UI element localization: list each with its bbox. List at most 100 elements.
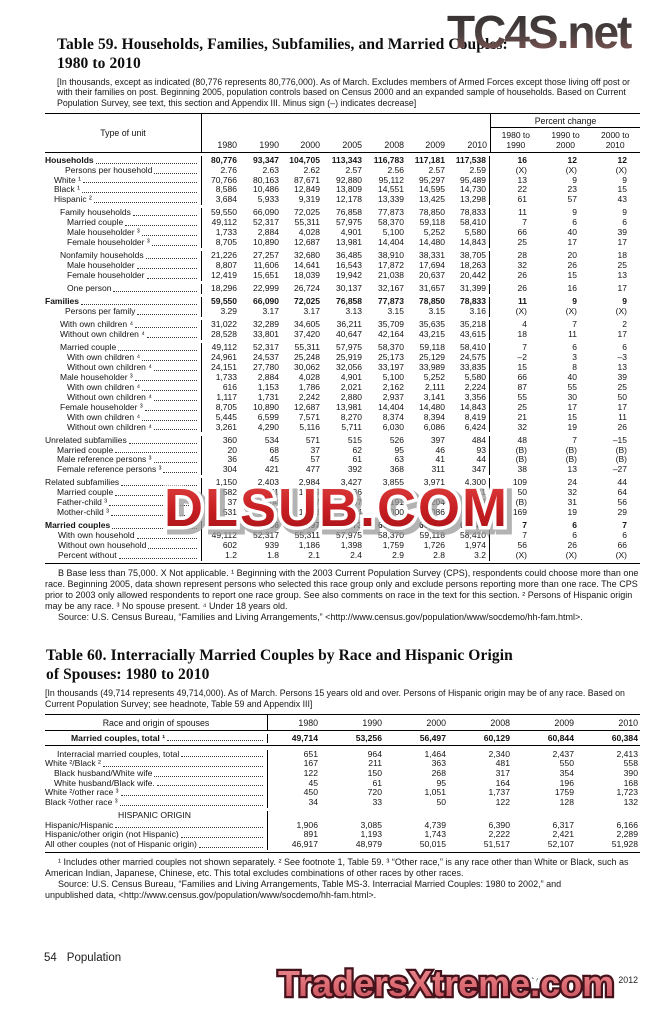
row-stub: Households [45,155,202,166]
percent-cell: 50 [617,391,627,402]
percent-cell: 15 [517,362,527,373]
value-cell: 20,637 [419,270,445,281]
table-row: Female householder ³ 8,705 10,890 12,687 13,… [45,237,640,249]
percent-cell: 43 [617,194,627,205]
table-row: Female reference persons ³ 304 421 477 392 36… [45,464,640,476]
percent-cell: 19 [567,421,577,432]
value-cell: 32,167 [378,283,404,294]
value-cell: 17,872 [378,260,404,271]
value-cell: 8,374 [382,411,404,422]
dotted-leader [121,478,197,487]
percent-cell: 7 [522,520,527,531]
value-cell: 3.15 [428,306,445,317]
value-cell: 3.2 [445,550,490,561]
percent-column-header: 2000 to 2010 [600,130,630,151]
table60: Race and origin of spouses 1980 1990 2000 20… [45,714,640,854]
row-stub: Unrelated subfamilies [45,435,202,446]
value-cell: 1,051 [424,787,446,798]
table-row: Hispanic ² 3,684 5,933 9,319 12,178 13,339 13,… [45,194,640,206]
table-row: HISPANIC ORIGIN [45,808,640,821]
dotted-leader [119,798,263,806]
value-cell: 58,370 [378,342,404,353]
value-cell: 137 [305,497,320,508]
percent-cell: (X) [615,306,627,317]
dotted-leader [167,734,263,742]
percent-cell: 9 [572,296,577,307]
percent-cell: 17 [617,283,627,294]
percent-cell: 55 [567,381,577,392]
dotted-leader [153,423,197,431]
value-cell: 59,373 [336,520,362,531]
value-cell: 481 [495,758,510,769]
value-cell: 2.59 [445,165,490,176]
section-header-label: HISPANIC ORIGIN [118,810,191,820]
dotted-leader [163,465,197,474]
row-stub: Percent without [45,550,202,561]
row-stub: Black ¹ [45,185,202,196]
value-cell: 168 [623,777,638,788]
value-cell: 6,317 [552,819,574,830]
value-cell: 4,300 [445,478,490,489]
percent-cell: (X) [515,306,527,317]
row-label: Married couple [67,218,124,228]
row-label: Related subfamilies [45,478,120,488]
percent-cell: 39 [617,371,627,382]
value-cell: 3.13 [345,306,362,317]
percent-cell: 56 [617,497,627,508]
value-cell: 27,257 [253,250,279,261]
value-cell: 531 [222,507,237,518]
value-cell: 32,289 [253,319,279,330]
value-cell: 1,733 [215,227,237,238]
value-cell: 53,256 [355,732,382,743]
value-cell: 26,724 [294,283,320,294]
value-cell: 12,178 [336,194,362,205]
row-label: White husband/Black wife. [54,778,155,788]
row-stub: Families [45,297,202,308]
value-cell: 20,442 [445,270,490,281]
row-label: Hispanic ² [54,195,92,205]
year-column-header: 1980 [298,718,318,729]
percent-cell: 28 [517,250,527,261]
percent-cell: (B) [615,454,627,465]
value-cell: 2,937 [382,391,404,402]
value-cell: 8,807 [215,260,237,271]
table-row: With own children ⁴ 31,022 32,289 34,605 36,… [45,317,640,331]
value-cell: 14,843 [445,237,490,249]
value-cell: 33,197 [378,362,404,373]
table-row: With own household 49,112 52,317 55,311 57,9… [45,530,640,542]
value-cell: 4,028 [298,227,320,238]
value-cell: 2.57 [428,164,445,175]
row-label: Black ²/other race ³ [45,798,118,808]
value-cell: 44 [445,455,490,466]
value-cell: 78,833 [445,208,490,219]
row-stub: Hispanic/Hispanic [45,820,268,831]
value-cell: 25,173 [378,352,404,363]
table-row: Without own children ⁴ 3,261 4,290 5,116 5,7… [45,421,640,433]
value-cell: 113,343 [331,154,362,165]
dotted-leader [180,830,263,839]
value-cell: 58,410 [445,530,490,542]
value-cell: 78,850 [419,207,445,218]
row-stub: Married couple [45,488,202,499]
value-cell: 24,575 [445,352,490,364]
value-cell: 60,384 [445,520,490,532]
value-cell: 57,975 [336,342,362,353]
table59-headnote: [In thousands, except as indicated (80,7… [57,77,630,108]
value-cell: 8,270 [340,411,362,422]
value-cell: 1,737 [488,787,510,798]
dotted-leader [153,393,197,401]
row-stub: Married couple [45,218,202,229]
value-cell: 2,437 [552,748,574,759]
value-cell: 49,112 [211,217,237,228]
value-cell: 2.63 [262,164,279,175]
value-cell: 10,890 [253,401,279,412]
percent-cell: 15 [567,411,577,422]
percent-cell: –2 [517,352,527,363]
row-label: Without own children ⁴ [67,363,152,373]
dotted-leader [115,488,197,497]
table60-header: Race and origin of spouses 1980 1990 2000 20… [45,714,640,732]
value-cell: 3.29 [220,306,237,317]
table-row: Married couples, total ¹ 49,714 53,256 56,4… [45,731,640,747]
row-label: Without own children ⁴ [67,392,152,402]
table-row: Female householder 12,419 15,651 18,039 19,9… [45,270,640,281]
